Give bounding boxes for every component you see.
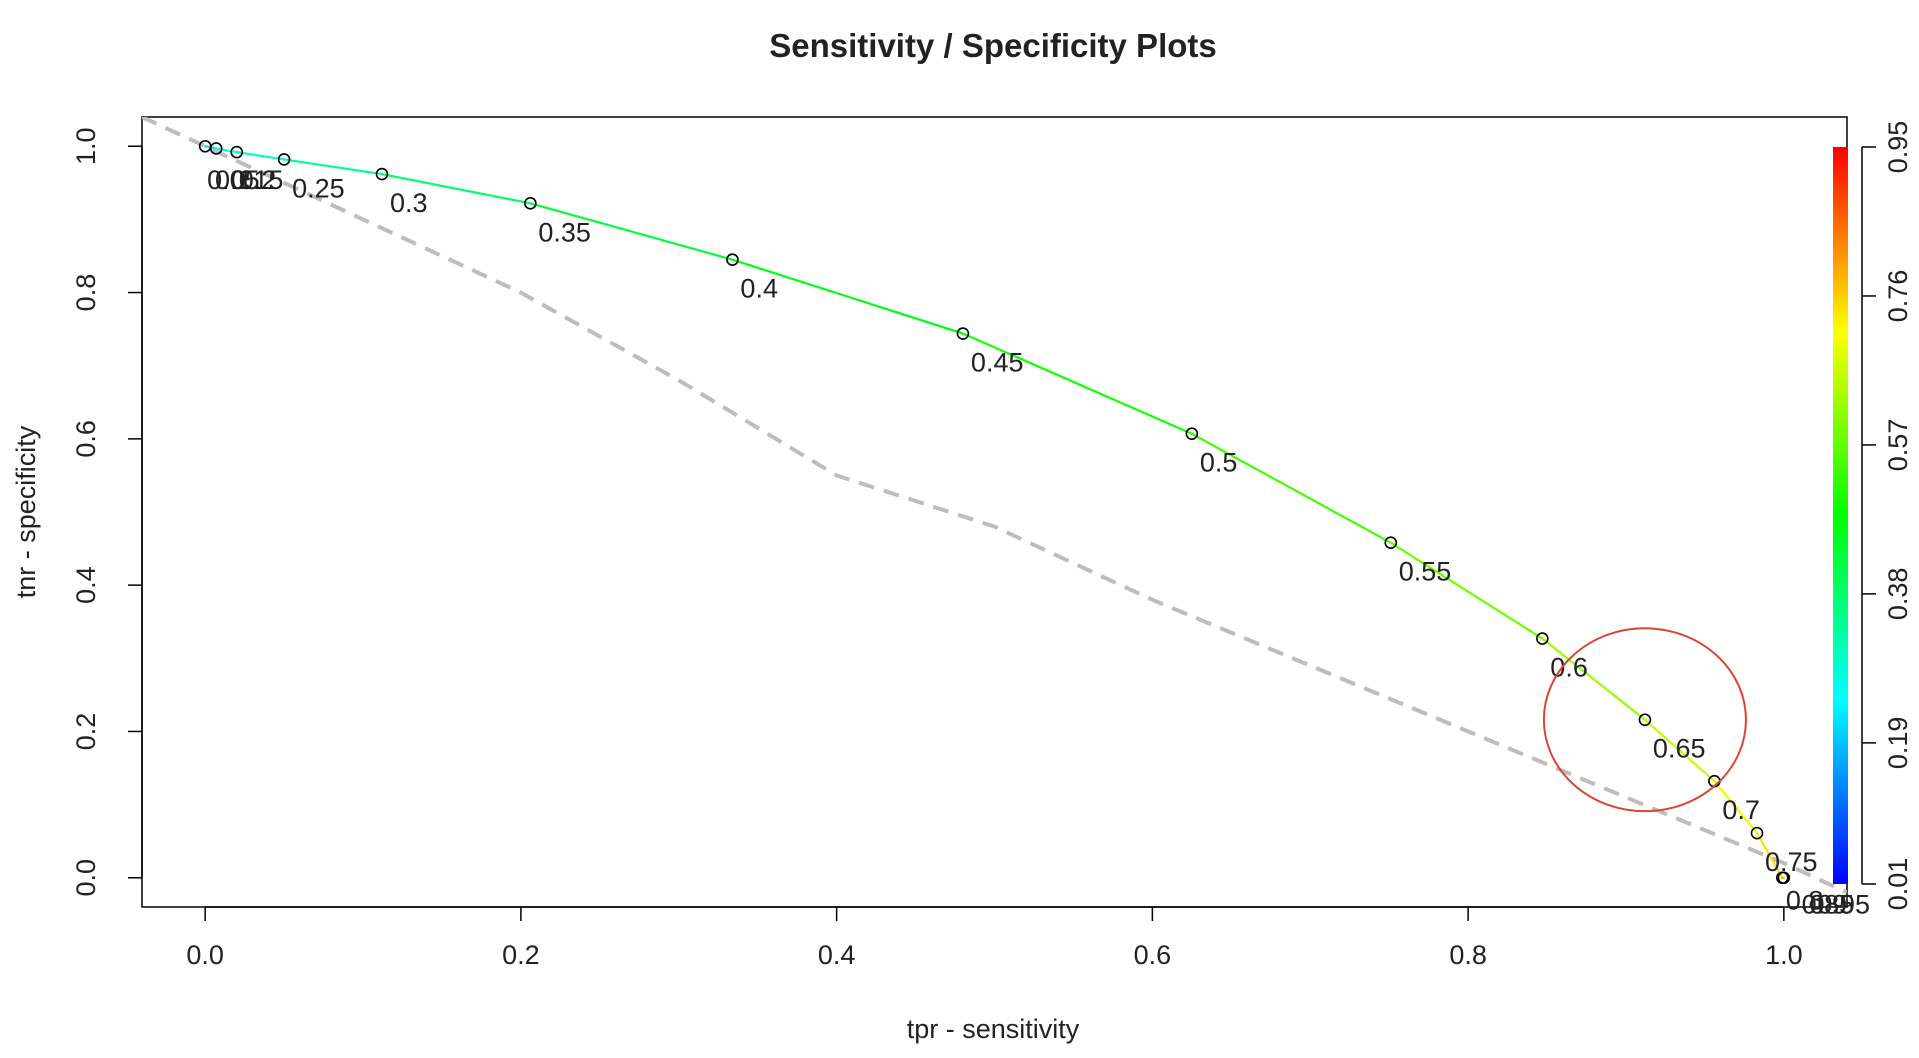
threshold-label: 0.15 — [231, 165, 284, 195]
curve-segment — [215, 147, 238, 154]
x-tick-label: 1.0 — [1765, 940, 1803, 970]
y-tick-label: 0.6 — [71, 420, 101, 458]
threshold-label: 0.65 — [1653, 734, 1706, 764]
threshold-label: 0.25 — [292, 173, 345, 203]
plot-frame — [141, 116, 1848, 908]
threshold-point — [524, 197, 537, 210]
threshold-point — [1384, 536, 1398, 550]
colorbar-tick-label: 0.76 — [1883, 270, 1913, 323]
threshold-point — [1536, 632, 1549, 645]
y-tick-label: 0.4 — [71, 566, 101, 604]
threshold-point — [375, 167, 389, 181]
curve-segment — [1389, 541, 1544, 640]
y-tick-label: 0.0 — [71, 859, 101, 897]
threshold-label: 0.95 — [1817, 889, 1870, 919]
threshold-label: 0.8 — [1786, 886, 1824, 916]
threshold-point — [1777, 871, 1791, 885]
curve-segment — [731, 258, 965, 335]
curve-segment — [282, 158, 384, 176]
threshold-label: 0.4 — [740, 274, 778, 304]
threshold-label: 0.55 — [1399, 557, 1452, 587]
threshold-label: 0.3 — [390, 188, 428, 218]
x-axis-label: tpr - sensitivity — [907, 1014, 1080, 1044]
curve-segment — [961, 332, 1193, 435]
threshold-point — [209, 142, 223, 155]
curve-segment — [380, 172, 532, 205]
threshold-label: 0.85 — [1802, 889, 1855, 919]
threshold-point — [230, 145, 244, 159]
threshold-label: 0.5 — [1200, 448, 1238, 478]
threshold-label: 0.35 — [538, 217, 591, 247]
threshold-label: 0.9 — [1810, 889, 1848, 919]
y-tick-label: 0.8 — [71, 274, 101, 312]
threshold-label: 0.05 — [207, 165, 260, 195]
curve-segment — [529, 202, 734, 261]
x-tick-label: 0.2 — [502, 940, 540, 970]
colorbar-tick-label: 0.01 — [1883, 858, 1913, 911]
threshold-label: 0.6 — [1550, 653, 1588, 683]
x-tick-label: 0.4 — [818, 940, 856, 970]
curve-segment — [1643, 718, 1716, 783]
curve-segment — [1755, 832, 1784, 879]
x-tick-label: 0.0 — [186, 940, 224, 970]
y-tick-label: 1.0 — [71, 127, 101, 165]
colorbar-tick-label: 0.19 — [1883, 717, 1913, 770]
curve-segment — [1713, 780, 1759, 835]
colorbar-tick-label: 0.57 — [1883, 419, 1913, 472]
colorbar-tick-label: 0.95 — [1883, 121, 1913, 174]
y-axis-label: tnr - specificity — [11, 425, 41, 598]
curve-segment — [235, 151, 286, 161]
threshold-label: 0.1 — [215, 165, 253, 195]
threshold-label: 0.7 — [1722, 795, 1760, 825]
threshold-label: 0.75 — [1765, 847, 1818, 877]
curve-segment — [1541, 637, 1647, 721]
threshold-point — [1185, 427, 1199, 441]
curve-segment — [1190, 432, 1392, 544]
threshold-point — [956, 327, 970, 340]
chart-title: Sensitivity / Specificity Plots — [769, 27, 1216, 64]
x-tick-label: 0.8 — [1449, 940, 1487, 970]
colorbar — [1833, 147, 1848, 884]
y-tick-label: 0.2 — [71, 713, 101, 751]
threshold-point — [277, 153, 291, 166]
threshold-label: 0.2 — [239, 165, 277, 195]
threshold-point — [726, 253, 739, 266]
threshold-point — [1638, 713, 1652, 727]
reference-line — [142, 117, 1847, 895]
x-tick-label: 0.6 — [1134, 940, 1172, 970]
threshold-label: 0.45 — [971, 348, 1024, 378]
threshold-point — [1750, 826, 1764, 840]
colorbar-tick-label: 0.38 — [1883, 568, 1913, 621]
highlight-circle — [1542, 627, 1747, 813]
